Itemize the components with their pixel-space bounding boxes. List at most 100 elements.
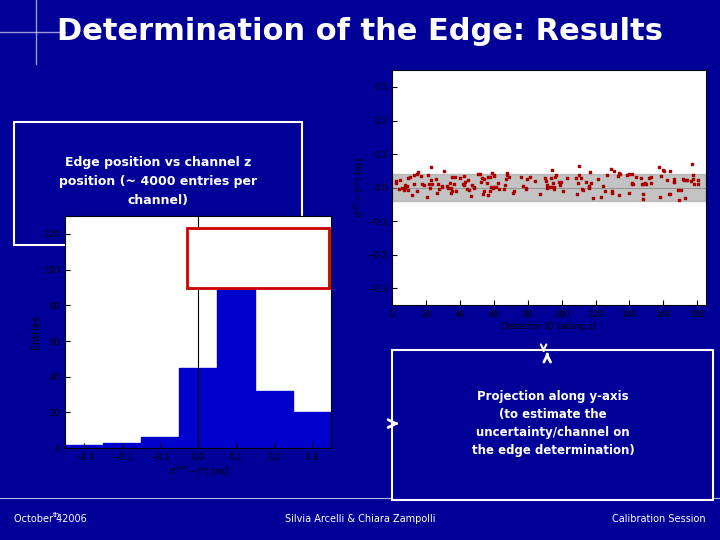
Point xyxy=(557,187,568,195)
Point xyxy=(498,185,510,193)
Point xyxy=(475,178,487,186)
Point xyxy=(637,190,649,198)
Point xyxy=(678,176,689,184)
Point xyxy=(476,173,487,182)
Point xyxy=(575,173,587,182)
Point xyxy=(606,186,618,195)
Point xyxy=(487,184,499,192)
Text: Mean  0.00437
RMS    0.01583: Mean 0.00437 RMS 0.01583 xyxy=(228,250,288,263)
Point xyxy=(504,172,516,181)
Point xyxy=(477,190,489,198)
Point xyxy=(401,182,413,191)
Point xyxy=(493,185,505,194)
Point xyxy=(411,170,423,178)
Point xyxy=(626,180,637,188)
Point xyxy=(416,180,428,188)
Text: Determination of the Edge: Results: Determination of the Edge: Results xyxy=(57,17,663,45)
Point xyxy=(424,184,436,193)
Point xyxy=(446,173,457,181)
Point xyxy=(468,183,480,192)
Point xyxy=(456,179,468,188)
Point xyxy=(431,188,443,197)
Point xyxy=(444,179,456,187)
Point xyxy=(484,186,495,195)
Point xyxy=(677,174,688,183)
Point xyxy=(675,185,686,194)
Point xyxy=(472,170,483,178)
Point xyxy=(426,163,437,171)
Point xyxy=(524,173,536,181)
Y-axis label: $\langle t^{GC}-t^{ns}\rangle$ [ns]: $\langle t^{GC}-t^{ns}\rangle$ [ns] xyxy=(352,157,364,218)
Point xyxy=(539,173,551,182)
Point xyxy=(411,186,423,195)
Text: Projection along y-axis
(to estimate the
uncertainty/channel on
the edge determi: Projection along y-axis (to estimate the… xyxy=(472,390,634,457)
Point xyxy=(396,183,408,192)
Point xyxy=(415,172,427,181)
Point xyxy=(583,183,595,192)
Point xyxy=(627,179,639,188)
Point xyxy=(640,179,652,188)
Point xyxy=(655,171,667,180)
Point xyxy=(463,185,474,194)
Y-axis label: Entries: Entries xyxy=(32,315,42,349)
Point xyxy=(390,178,402,187)
X-axis label: $\langle t^{TOF}-t^{\mu}\rangle$ [ns]: $\langle t^{TOF}-t^{\mu}\rangle$ [ns] xyxy=(168,465,228,477)
Point xyxy=(614,170,626,179)
Point xyxy=(587,193,598,202)
Point xyxy=(636,180,647,189)
Point xyxy=(680,176,692,185)
Point xyxy=(626,179,637,187)
Point xyxy=(486,168,498,177)
Point xyxy=(508,187,520,195)
Bar xyxy=(179,368,217,448)
Point xyxy=(573,161,585,170)
Point xyxy=(468,183,480,191)
Point xyxy=(636,173,647,182)
Point xyxy=(545,183,557,191)
Text: 2006: 2006 xyxy=(59,514,87,524)
Bar xyxy=(294,413,330,448)
Point xyxy=(501,171,513,179)
Bar xyxy=(392,174,706,201)
Point xyxy=(646,173,657,182)
Point xyxy=(520,185,531,193)
Point xyxy=(585,168,596,177)
Point xyxy=(399,181,410,190)
Point xyxy=(613,168,625,177)
Point xyxy=(529,177,541,185)
Point xyxy=(608,166,620,175)
Text: th: th xyxy=(53,512,60,518)
Point xyxy=(499,180,510,189)
Point xyxy=(668,177,680,186)
Point xyxy=(454,174,465,183)
Point xyxy=(644,173,655,182)
Bar xyxy=(141,437,179,448)
Point xyxy=(465,192,477,200)
Point xyxy=(508,189,519,198)
Point xyxy=(554,178,565,187)
Point xyxy=(654,163,665,171)
Point xyxy=(693,180,704,188)
Point xyxy=(639,179,651,187)
Point xyxy=(662,176,673,185)
Point xyxy=(668,178,680,186)
Point xyxy=(605,164,616,173)
Point xyxy=(613,191,624,200)
Point xyxy=(462,185,473,193)
Point xyxy=(485,183,497,191)
Point xyxy=(488,171,500,179)
Point xyxy=(426,175,437,184)
Point xyxy=(422,192,433,201)
Point xyxy=(597,182,608,191)
Point xyxy=(637,195,649,204)
X-axis label: Detector ID (along z): Detector ID (along z) xyxy=(502,322,596,330)
Point xyxy=(441,182,452,191)
Point xyxy=(489,183,500,191)
Point xyxy=(580,177,592,186)
Point xyxy=(438,166,449,175)
Point xyxy=(549,183,560,191)
Point xyxy=(446,187,457,195)
Point xyxy=(402,186,414,194)
Point xyxy=(433,185,444,193)
Point xyxy=(668,174,680,183)
